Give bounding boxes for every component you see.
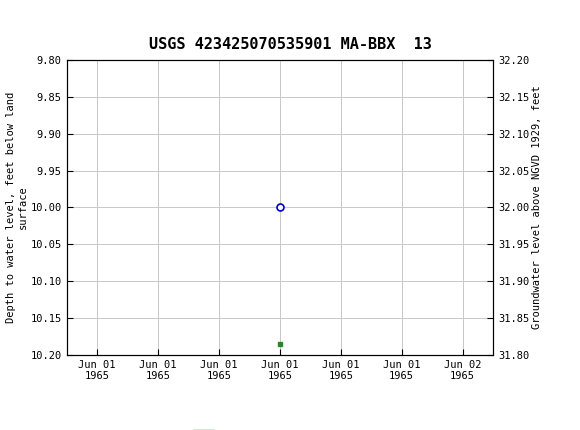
Text: USGS: USGS (36, 12, 83, 26)
Bar (2, 2, 32, 36)
Bar (2, 2, 68, 36)
Y-axis label: Depth to water level, feet below land
surface: Depth to water level, feet below land su… (6, 92, 28, 323)
Bar (3, 3, 78, 35)
Y-axis label: Groundwater level above NGVD 1929, feet: Groundwater level above NGVD 1929, feet (532, 86, 542, 329)
Legend: Period of approved data: Period of approved data (189, 425, 371, 430)
Text: USGS 423425070535901 MA-BBX  13: USGS 423425070535901 MA-BBX 13 (148, 37, 432, 52)
Text: ▒USGS: ▒USGS (3, 10, 49, 28)
